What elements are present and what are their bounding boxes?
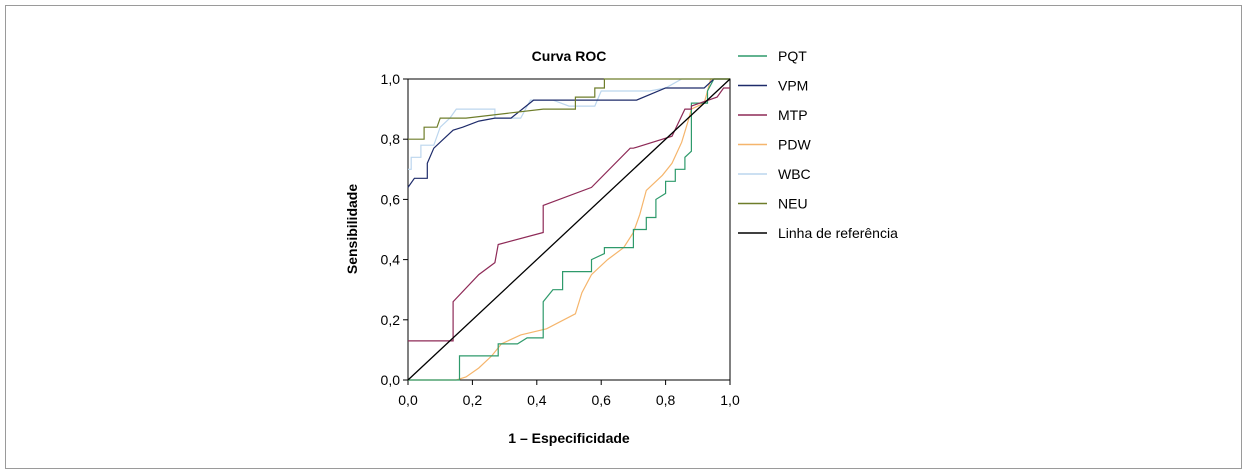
- y-tick-label: 1,0: [381, 71, 401, 87]
- legend-label: WBC: [778, 166, 811, 182]
- chart-title: Curva ROC: [532, 48, 607, 64]
- series-line-linha-de-refer-ncia: [407, 78, 731, 381]
- plot-area-frame: [407, 78, 731, 381]
- y-tick-label: 0,2: [381, 312, 401, 328]
- legend-label: PQT: [778, 48, 807, 64]
- x-tick-label: 0,0: [398, 392, 418, 408]
- x-tick-label: 0,8: [656, 392, 676, 408]
- legend-label: VPM: [778, 78, 808, 94]
- series-line-pdw: [408, 78, 730, 381]
- series-line-mtp: [408, 87, 730, 342]
- y-tick-label: 0,0: [381, 372, 401, 388]
- x-tick-label: 0,4: [527, 392, 547, 408]
- chart-frame: [5, 5, 1242, 469]
- y-axis-label: Sensibilidade: [344, 184, 360, 274]
- y-tick-label: 0,8: [381, 131, 401, 147]
- legend-label: PDW: [778, 137, 811, 153]
- x-tick-label: 0,2: [463, 392, 483, 408]
- series-line-neu: [408, 78, 730, 140]
- x-tick-label: 0,6: [591, 392, 611, 408]
- x-tick-label: 1,0: [720, 392, 740, 408]
- series-line-vpm: [407, 78, 730, 188]
- y-tick-label: 0,4: [381, 252, 401, 268]
- legend-label: Linha de referência: [778, 225, 898, 241]
- legend-label: MTP: [778, 107, 808, 123]
- x-axis-label: 1 – Especificidade: [508, 430, 630, 446]
- series-line-pqt: [408, 78, 730, 381]
- legend-label: NEU: [778, 196, 808, 212]
- y-tick-label: 0,6: [381, 191, 401, 207]
